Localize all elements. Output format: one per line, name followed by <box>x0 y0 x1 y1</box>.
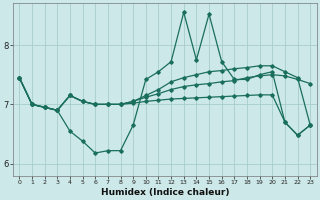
X-axis label: Humidex (Indice chaleur): Humidex (Indice chaleur) <box>100 188 229 197</box>
